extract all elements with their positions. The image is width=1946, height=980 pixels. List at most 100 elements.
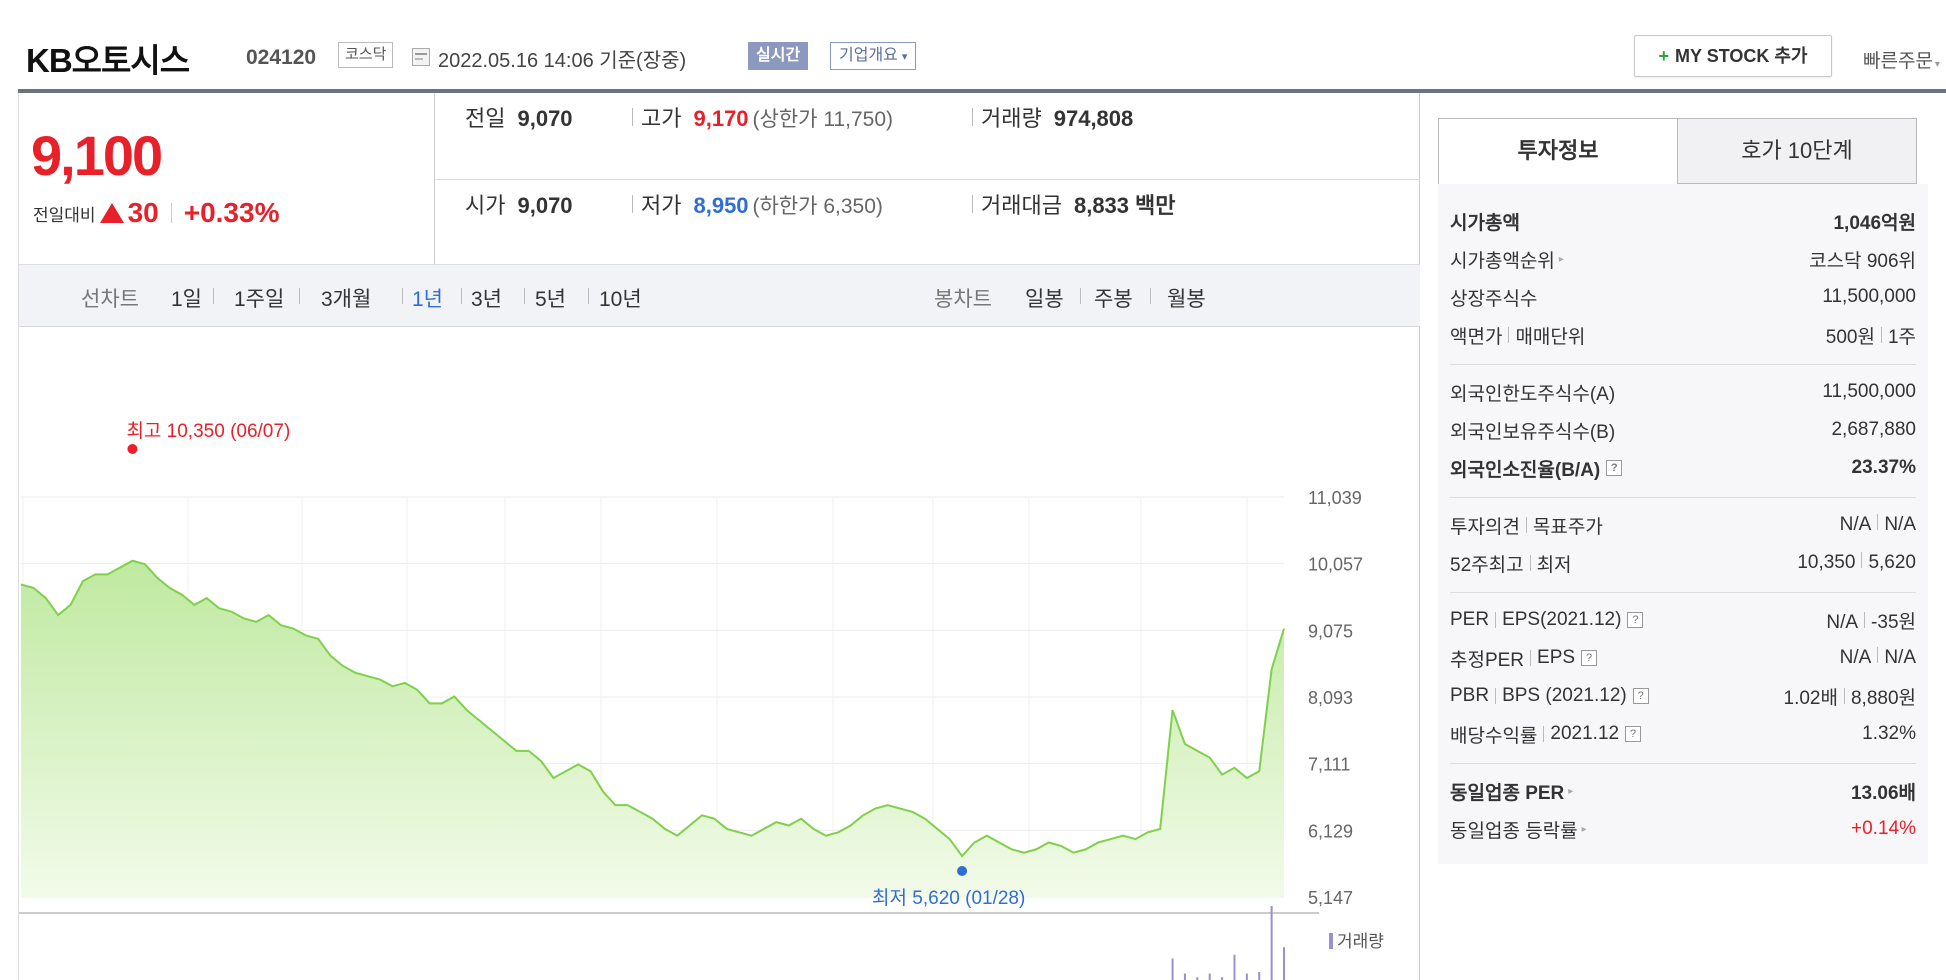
divider [1843, 687, 1845, 704]
price-change: 전일대비 30 +0.33% [33, 197, 279, 229]
quote-panel: 9,100 전일대비 30 +0.33% 전일 9,070 고가 9,170 (… [18, 93, 1420, 980]
divider [1508, 327, 1510, 343]
divider [170, 203, 172, 223]
info-value-text: 코스닥 906위 [1809, 250, 1916, 272]
info-label-text: 동일업종 등락률 [1450, 820, 1578, 842]
info-row: 52주최고 최저 10,350 5,620 [1450, 544, 1916, 582]
stat-sub: (하한가 6,350) [752, 195, 883, 218]
tab-invest-info[interactable]: 투자정보 [1438, 118, 1678, 184]
stat-high: 고가 9,170 (상한가 11,750) [632, 101, 893, 133]
period-selector: 선차트 1일 1주일 3개월 1년 3년 5년 10년 봉차트 일봉 주봉 월봉 [19, 265, 1420, 327]
period-1y[interactable]: 1년 [412, 288, 443, 311]
calendar-icon [412, 48, 430, 66]
help-icon[interactable]: ? [1632, 688, 1649, 704]
info-label-text: BPS (2021.12) [1502, 685, 1627, 706]
info-row-value: 10,350 5,620 [1797, 552, 1916, 574]
realtime-button[interactable]: 실시간 [748, 42, 809, 70]
divider [1864, 611, 1866, 628]
volume-legend-mark [1329, 933, 1333, 949]
info-row: 시가총액 1,046억원 [1450, 202, 1916, 240]
divider [1877, 514, 1879, 530]
stock-name: KB오토시스 [26, 42, 190, 79]
divider [299, 288, 300, 304]
info-tabs: 투자정보 호가 10단계 [1438, 118, 1928, 184]
info-label-text: EPS(2021.12) [1502, 609, 1622, 630]
y-tick-label: 10,057 [1308, 555, 1363, 575]
info-value-text: 500원 [1825, 326, 1875, 348]
stat-prev-close: 전일 9,070 [465, 101, 573, 133]
stock-code: 024120 [246, 46, 317, 69]
period-5y[interactable]: 5년 [535, 288, 566, 311]
help-icon[interactable]: ? [1581, 650, 1598, 666]
company-overview-dropdown[interactable]: 기업개요 ▾ [830, 42, 917, 70]
info-row-label: 외국인소진율(B/A)? [1450, 455, 1623, 482]
info-row-label[interactable]: 동일업종 등락률 ▸ [1450, 816, 1587, 843]
quick-order-dropdown[interactable]: 빠른주문 ▾ [1863, 46, 1940, 73]
info-row-value: 2,687,880 [1831, 419, 1916, 441]
info-label-text: PBR [1450, 685, 1490, 706]
line-chart-label: 선차트 [81, 288, 139, 311]
info-row-value: +0.14% [1851, 818, 1916, 840]
info-label-text: 매매단위 [1515, 326, 1586, 348]
info-row-value: 코스닥 906위 [1809, 246, 1916, 273]
stat-value: 8,833 [1073, 193, 1130, 218]
max-annotation: 최고 10,350 (06/07) [126, 420, 290, 442]
period-10y[interactable]: 10년 [599, 288, 642, 311]
help-icon[interactable]: ? [1625, 726, 1642, 742]
period-3m[interactable]: 3개월 [321, 288, 372, 311]
info-row: 외국인보유주식수(B) 2,687,880 [1450, 411, 1916, 449]
volume-bar [1233, 954, 1236, 980]
candle-monthly[interactable]: 월봉 [1167, 288, 1206, 311]
info-row-label: 추정PER EPS? [1450, 645, 1598, 672]
tab-orderbook[interactable]: 호가 10단계 [1677, 118, 1917, 184]
info-group: 외국인한도주식수(A) 11,500,000 외국인보유주식수(B) 2,687,88… [1450, 365, 1916, 498]
info-row-value: 1.32% [1862, 723, 1916, 745]
info-label-text: 52주최고 [1450, 554, 1524, 576]
info-row: 배당수익률 2021.12? 1.32% [1450, 715, 1916, 753]
divider [1543, 726, 1545, 742]
quote-stats: 전일 9,070 고가 9,170 (상한가 11,750) 거래량 974,8… [435, 93, 1420, 265]
info-label-text: 외국인한도주식수(A) [1450, 383, 1616, 405]
stat-value: 8,950 [693, 193, 749, 218]
info-label-text: 최저 [1536, 554, 1572, 576]
price-chart[interactable]: 11,039 10,057 9,075 8,093 7,111 6,129 5,147 최고 … [19, 327, 1420, 980]
current-price: 9,100 [31, 124, 163, 187]
stat-value: 9,070 [517, 193, 573, 218]
info-row: 동일업종 등락률 ▸ +0.14% [1450, 810, 1916, 848]
y-tick-label: 11,039 [1308, 488, 1362, 508]
divider [435, 179, 1420, 180]
divider [1529, 555, 1531, 571]
divider [1495, 612, 1497, 628]
info-row-label[interactable]: 시가총액순위 ▸ [1450, 246, 1564, 273]
period-1d[interactable]: 1일 [171, 288, 202, 311]
invest-info-list: 시가총액 1,046억원 시가총액순위 ▸ 코스닥 906위 상장주식수 11,500,00… [1438, 184, 1928, 864]
info-row: 외국인한도주식수(A) 11,500,000 [1450, 373, 1916, 411]
volume-bar [1283, 947, 1285, 980]
info-value-text: 8,880원 [1850, 687, 1916, 709]
add-my-stock-button[interactable]: + MY STOCK 추가 [1634, 35, 1832, 77]
stat-low: 저가 8,950 (하한가 6,350) [632, 188, 883, 220]
divider [1080, 288, 1081, 304]
y-tick-label: 6,129 [1308, 821, 1353, 841]
info-label-text: 시가총액 [1450, 212, 1520, 234]
candle-weekly[interactable]: 주봉 [1094, 288, 1133, 311]
help-icon[interactable]: ? [1606, 460, 1623, 476]
candle-daily[interactable]: 일봉 [1025, 288, 1064, 311]
chevron-right-icon: ▸ [1581, 823, 1587, 835]
divider [213, 288, 214, 304]
invest-info-panel: 투자정보 호가 10단계 시가총액 1,046억원 시가총액순위 ▸ 코스닥 906위 상… [1438, 118, 1928, 864]
info-row-label[interactable]: 동일업종 PER ▸ [1450, 778, 1573, 805]
info-label-text: PER [1450, 609, 1490, 630]
help-icon[interactable]: ? [1627, 612, 1644, 628]
period-1w[interactable]: 1주일 [234, 288, 285, 311]
period-3y[interactable]: 3년 [471, 288, 502, 311]
chevron-down-icon: ▾ [1934, 59, 1940, 70]
change-label: 전일대비 [33, 205, 96, 225]
info-label-text: 추정PER [1450, 649, 1525, 671]
divider [402, 288, 403, 304]
divider [972, 195, 973, 213]
info-row-value: 500원 1주 [1826, 322, 1916, 349]
info-value-text: 10,350 [1797, 552, 1856, 573]
add-my-stock-label: MY STOCK 추가 [1675, 46, 1808, 66]
info-value-text: N/A [1826, 611, 1859, 633]
